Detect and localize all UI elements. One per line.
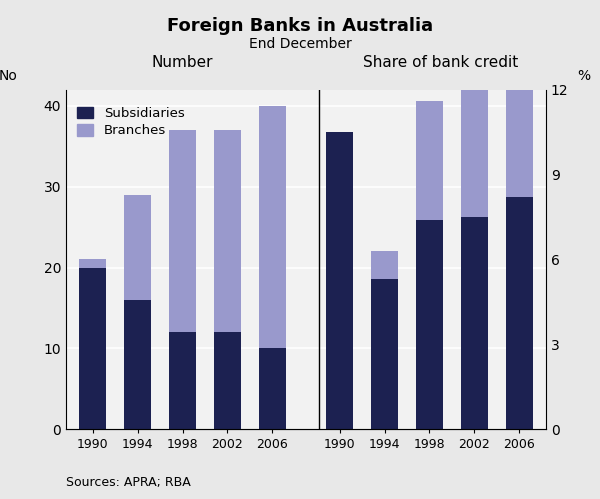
Bar <box>416 220 443 429</box>
Bar <box>79 267 106 429</box>
Text: Number: Number <box>152 54 214 70</box>
Bar <box>371 279 398 429</box>
Bar <box>124 300 151 429</box>
Text: Sources: APRA; RBA: Sources: APRA; RBA <box>66 476 191 489</box>
Bar <box>506 197 533 429</box>
Bar <box>214 332 241 429</box>
Bar <box>214 130 241 332</box>
Bar <box>416 101 443 220</box>
Bar <box>506 70 533 197</box>
Legend: Subsidiaries, Branches: Subsidiaries, Branches <box>77 107 185 137</box>
Bar <box>461 217 488 429</box>
Bar <box>169 130 196 332</box>
Bar <box>169 332 196 429</box>
Text: Foreign Banks in Australia: Foreign Banks in Australia <box>167 17 433 35</box>
Bar <box>371 251 398 279</box>
Bar <box>124 195 151 300</box>
Bar <box>326 132 353 429</box>
Text: End December: End December <box>248 37 352 51</box>
Text: No: No <box>0 69 18 83</box>
Bar <box>79 259 106 267</box>
Text: %: % <box>577 69 590 83</box>
Bar <box>259 106 286 348</box>
Bar <box>461 84 488 217</box>
Bar <box>259 348 286 429</box>
Text: Share of bank credit: Share of bank credit <box>363 54 518 70</box>
